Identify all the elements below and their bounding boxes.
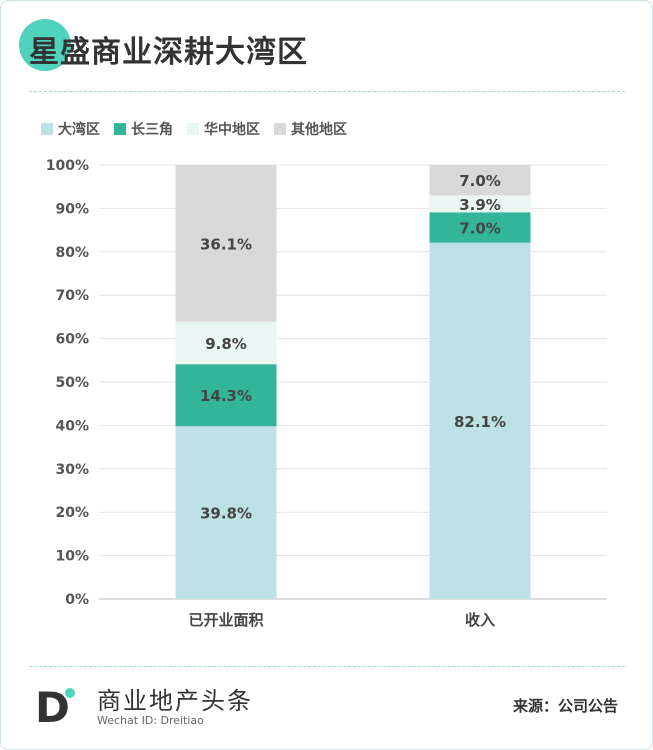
bar-segment	[175, 426, 277, 599]
logo-dot-icon	[65, 688, 75, 698]
y-tick-label: 20%	[55, 505, 89, 521]
y-tick-label: 80%	[55, 245, 89, 261]
data-label: 82.1%	[454, 413, 506, 431]
y-tick-label: 70%	[55, 288, 89, 304]
brand-logo: D	[35, 685, 75, 727]
stacked-bar-chart: 0% 10% 20% 30% 40% 50% 60% 70% 80% 90% 100% 39.8% 14…	[46, 158, 607, 629]
data-label: 39.8%	[200, 505, 252, 523]
y-tick-label: 10%	[55, 549, 89, 565]
y-tick-label: 0%	[65, 592, 89, 608]
bar-segment	[175, 364, 277, 427]
logo-letter: D	[35, 685, 70, 727]
legend-label: 华中地区	[204, 122, 260, 138]
bar-segment	[429, 212, 531, 243]
legend-item: 长三角	[114, 119, 173, 139]
legend-label: 大湾区	[58, 122, 100, 138]
legend-item: 华中地区	[187, 119, 260, 139]
y-tick-label: 30%	[55, 462, 89, 478]
chart-title: 星盛商业深耕大湾区	[29, 35, 308, 70]
title-accent-dot	[19, 19, 71, 71]
legend-swatch	[187, 123, 199, 135]
data-label: 7.0%	[459, 219, 501, 237]
bar-segment	[175, 165, 277, 322]
data-label: 36.1%	[200, 235, 252, 253]
bottom-divider	[29, 666, 625, 667]
brand-wechat-id: Wechat ID: Dreitiao	[97, 714, 204, 727]
legend: 大湾区 长三角 华中地区 其他地区	[41, 119, 347, 139]
bar-segment	[175, 321, 277, 365]
data-label: 7.0%	[459, 172, 501, 190]
bar-segment	[429, 242, 531, 599]
y-tick-label: 90%	[55, 201, 89, 217]
y-tick-label: 60%	[55, 332, 89, 348]
data-label: 3.9%	[459, 196, 501, 214]
bar-segment	[429, 195, 531, 213]
y-tick-label: 100%	[46, 158, 89, 174]
x-category-label: 已开业面积	[188, 611, 263, 629]
legend-label: 长三角	[131, 122, 173, 138]
top-divider	[29, 91, 625, 92]
legend-label: 其他地区	[291, 122, 347, 138]
legend-swatch	[274, 123, 286, 135]
y-tick-label: 50%	[55, 375, 89, 391]
legend-swatch	[41, 123, 53, 135]
source-note: 来源：公司公告	[512, 697, 618, 715]
brand-name: 商业地产头条	[97, 687, 253, 715]
legend-item: 其他地区	[274, 119, 347, 139]
data-label: 9.8%	[205, 335, 247, 353]
x-category-label: 收入	[465, 611, 495, 629]
bar-segment	[429, 165, 531, 196]
legend-swatch	[114, 123, 126, 135]
data-label: 14.3%	[200, 387, 252, 405]
y-tick-label: 40%	[55, 418, 89, 434]
legend-item: 大湾区	[41, 119, 100, 139]
